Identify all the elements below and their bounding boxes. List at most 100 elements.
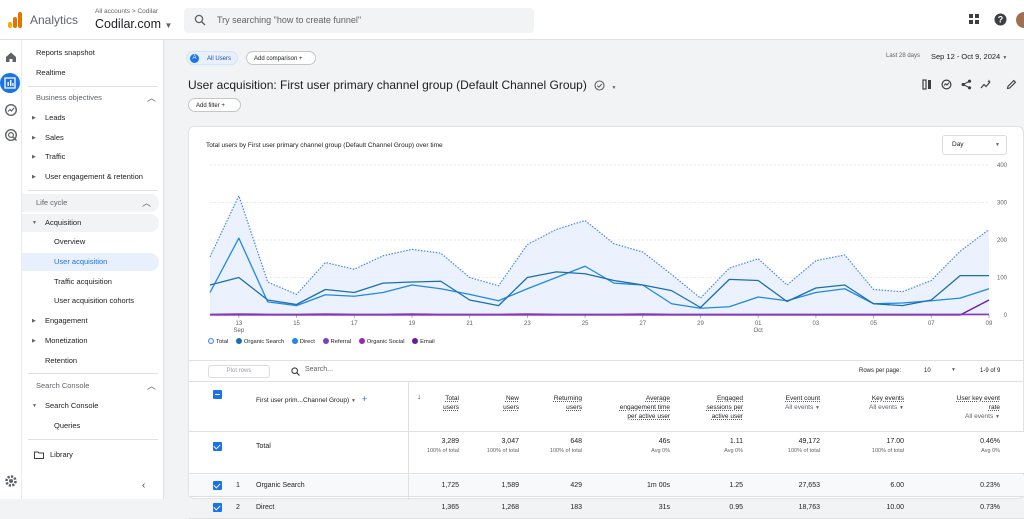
x-tick-label: 19 [409, 321, 416, 327]
nav-traffic[interactable]: ▶Traffic [22, 148, 164, 166]
totals-checkbox[interactable] [213, 442, 222, 451]
edit-pencil-icon[interactable] [1006, 79, 1017, 90]
legend-item-direct[interactable]: Direct [292, 338, 315, 345]
column-header-new-users[interactable]: New users [469, 394, 519, 412]
nav-reports-snapshot[interactable]: Reports snapshot [22, 44, 164, 62]
nav-engagement[interactable]: ▶Engagement [22, 312, 164, 330]
column-header-event-count[interactable]: Event count All events ▼ [751, 394, 820, 413]
nav-search-console[interactable]: ▼Search Console [22, 397, 164, 415]
col-label: Event count [786, 395, 820, 402]
legend-item-email[interactable]: Email [412, 338, 435, 345]
nav-retention[interactable]: Retention [22, 352, 164, 370]
nav-user-acquisition-cohorts[interactable]: User acquisition cohorts [22, 292, 164, 310]
account-selector[interactable]: Codilar.com ▼ [95, 17, 172, 31]
legend-item-organic-search[interactable]: Organic Search [236, 338, 284, 345]
col-label: Returning [554, 395, 582, 402]
date-range-picker[interactable]: Sep 12 - Oct 9, 2024 ▼ [931, 52, 1007, 61]
advertising-icon[interactable] [4, 128, 18, 142]
cell-value: 1,589 [469, 482, 519, 489]
col-label: users [503, 404, 519, 411]
nav-realtime[interactable]: Realtime [22, 64, 164, 82]
nav-overview[interactable]: Overview [22, 233, 164, 251]
analytics-logo-icon[interactable] [8, 12, 24, 28]
pagination-range: 1-9 of 9 [980, 368, 1000, 374]
rows-per-page-value[interactable]: 10 [924, 368, 931, 374]
select-all-checkbox[interactable] [213, 390, 222, 399]
account-breadcrumb[interactable]: All accounts > Codilar [95, 8, 158, 15]
nav-leads[interactable]: ▶Leads [22, 109, 164, 127]
plus-icon: + [221, 103, 225, 109]
verified-check-icon[interactable] [594, 80, 605, 91]
title-caret-down-icon[interactable]: ▼ [612, 85, 617, 91]
col-filter-label[interactable]: All events [965, 413, 993, 420]
trend-sparkle-icon[interactable] [980, 79, 992, 90]
account-avatar[interactable] [1016, 12, 1024, 28]
search-icon [194, 14, 206, 26]
home-icon[interactable] [4, 50, 18, 64]
nav-section-search-console[interactable]: Search Console︿ [22, 377, 164, 395]
legend-swatch [323, 338, 329, 344]
plot-rows-button[interactable]: Plot rows [208, 365, 270, 378]
apps-grid-icon[interactable] [969, 14, 980, 25]
col-label: New [506, 395, 519, 402]
granularity-select[interactable]: Day▼ [942, 135, 1007, 155]
dimension-header[interactable]: First user prim...Channel Group) ▼ + [256, 394, 367, 404]
table-row[interactable]: 2 Direct 1,365 1,268 183 31s 0.95 18,763… [189, 497, 1024, 519]
col-filter-label[interactable]: All events [785, 404, 813, 411]
nav-user-engagement[interactable]: ▶User engagement & retention [22, 168, 164, 186]
granularity-value: Day [952, 141, 964, 148]
legend-item-organic-social[interactable]: Organic Social [359, 338, 405, 345]
plus-icon: + [299, 56, 303, 62]
row-channel-name: Organic Search [256, 482, 305, 489]
nav-sales[interactable]: ▶Sales [22, 129, 164, 147]
reports-icon[interactable] [0, 73, 20, 93]
table-row[interactable]: 1 Organic Search 1,725 1,589 429 1m 00s … [189, 475, 1024, 497]
caret-down-icon[interactable]: ▼ [815, 405, 820, 411]
nav-user-acquisition[interactable]: User acquisition [22, 253, 159, 271]
nav-acquisition[interactable]: ▼Acquisition [22, 214, 159, 232]
add-filter-button[interactable]: Add filter + [188, 98, 241, 112]
caret-down-icon[interactable]: ▼ [995, 414, 1000, 420]
y-tick-label: 0 [1004, 313, 1008, 319]
admin-gear-icon[interactable] [4, 474, 18, 488]
nav-section-business-objectives[interactable]: Business objectives︿ [22, 89, 164, 107]
nav-traffic-acquisition[interactable]: Traffic acquisition [22, 273, 164, 291]
x-tick-label: 17 [351, 321, 358, 327]
nav-library[interactable]: Library [22, 446, 164, 464]
caret-down-icon[interactable]: ▼ [899, 405, 904, 411]
row-checkbox[interactable] [213, 503, 222, 512]
nav-monetization[interactable]: ▶Monetization [22, 332, 164, 350]
collapse-nav-chevron-icon[interactable]: ‹ [142, 480, 145, 491]
cell-value: 10.00 [829, 504, 904, 511]
row-checkbox[interactable] [213, 481, 222, 490]
legend-item-total[interactable]: Total [208, 338, 228, 345]
col-label: Engaged [717, 395, 743, 402]
rows-per-page-caret-icon[interactable]: ▼ [951, 367, 956, 373]
legend-item-referral[interactable]: Referral [323, 338, 352, 345]
col-filter-label[interactable]: All events [869, 404, 897, 411]
compare-columns-icon[interactable] [922, 79, 933, 90]
add-dimension-plus-icon[interactable]: + [362, 394, 367, 404]
legend-swatch [208, 338, 214, 344]
legend-label: Organic Search [244, 339, 284, 345]
x-tick-label: 27 [639, 321, 646, 327]
search-input[interactable]: Try searching "how to create funnel" [184, 8, 534, 33]
insights-icon[interactable] [941, 79, 952, 90]
share-icon[interactable] [961, 79, 972, 90]
nav-section-life-cycle[interactable]: Life cycle︿ [22, 194, 159, 212]
help-icon[interactable]: ? [994, 13, 1007, 26]
nav-queries[interactable]: Queries [22, 417, 164, 435]
explore-icon[interactable] [4, 103, 18, 117]
add-comparison-button[interactable]: Add comparison + [246, 51, 316, 65]
